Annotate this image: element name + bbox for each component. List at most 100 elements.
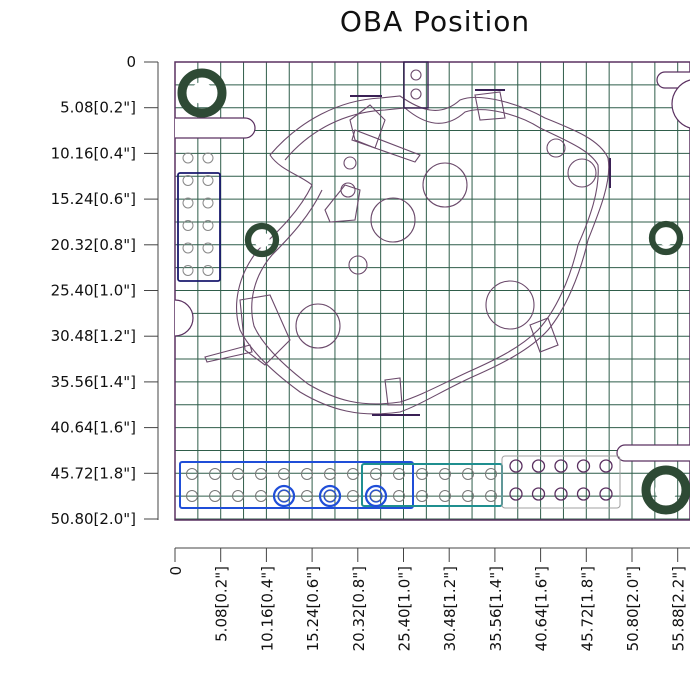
header-pin: [209, 490, 221, 502]
mounting-hole-center: [254, 232, 270, 248]
right-notch: [671, 79, 690, 129]
header-pin: [182, 220, 194, 231]
inner-mechanism-outline: [251, 107, 599, 405]
header-pin: [554, 487, 568, 501]
header-pin: [531, 459, 546, 473]
small-circle-feature: [567, 158, 597, 188]
small-circle-feature: [348, 255, 368, 275]
tab-outline: [384, 377, 403, 406]
y-tick-label: 10.16[0.4"]: [51, 144, 136, 162]
y-tick-label: 45.72[1.8"]: [51, 464, 136, 482]
header-pin: [554, 459, 568, 473]
mounting-hole-center: [191, 82, 213, 104]
small-circle-feature: [340, 182, 356, 198]
x-tick-label: 30.48[1.2"]: [441, 566, 459, 651]
x-tick-label: 50.80[2.0"]: [624, 566, 642, 651]
pin-outline: [204, 344, 253, 363]
mounting-hole-ring: [648, 220, 684, 256]
header-pin: [232, 468, 244, 480]
arm-outline: [351, 129, 421, 163]
clip-outline: [239, 294, 291, 366]
x-tick-label: 40.64[1.6"]: [533, 566, 551, 651]
left-slot-top: [175, 117, 256, 139]
header-pin: [182, 265, 194, 276]
x-tick-label: 35.56[1.4"]: [487, 566, 505, 651]
circle-feature: [295, 303, 341, 349]
x-tick-label: 15.24[0.6"]: [304, 566, 322, 651]
header-pin: [202, 242, 214, 254]
header-pin: [209, 468, 221, 480]
header-pin: [509, 459, 523, 473]
bottom-header-teal: [361, 463, 503, 507]
header-pin: [232, 490, 244, 502]
lever-outline: [349, 104, 386, 149]
board-outline: [174, 61, 690, 521]
tab-outline: [474, 91, 506, 121]
bottom-header-blue: [179, 461, 414, 509]
mounting-holes: [177, 68, 690, 515]
mounting-hole-ring: [177, 68, 227, 118]
x-tick-label: 0: [167, 566, 185, 576]
highlighted-pin: [272, 484, 296, 508]
header-pin: [182, 242, 194, 254]
y-tick-label: 35.56[1.4"]: [51, 373, 136, 391]
header-pin: [576, 487, 591, 501]
header-pin: [462, 468, 474, 480]
y-tick-label: 40.64[1.6"]: [51, 419, 136, 437]
header-pin: [509, 487, 523, 501]
small-circle-feature: [546, 138, 566, 158]
main-mechanism-outline: [236, 95, 610, 415]
board-edge: [174, 61, 690, 521]
header-pin: [576, 459, 591, 473]
x-tick-label: 20.32[0.8"]: [350, 566, 368, 651]
header-pin: [278, 468, 290, 480]
header-pin: [416, 468, 428, 480]
header-pin: [370, 468, 382, 480]
x-tick-label: 55.88[2.2"]: [670, 566, 688, 651]
right-slot-bottom: [616, 444, 690, 462]
y-tick-label: 25.40[1.0"]: [51, 282, 136, 300]
left-notch: [174, 299, 194, 337]
header-pin: [416, 490, 428, 502]
top-connector: [403, 61, 429, 109]
mounting-hole-center: [655, 479, 677, 501]
y-tick-label: 20.32[0.8"]: [51, 236, 136, 254]
header-pin: [531, 487, 546, 501]
highlighted-pin-inner: [323, 489, 337, 503]
header-pin: [324, 468, 336, 480]
y-axis: 0 5.08[0.2"] 10.16[0.4"] 15.24[0.6"] 20.32[0…: [51, 53, 159, 528]
x-tick-label: 45.72[1.8"]: [578, 566, 596, 651]
header-pin: [393, 490, 405, 502]
header-pin: [599, 459, 613, 473]
header-pin: [255, 468, 267, 480]
header-pin: [439, 468, 451, 480]
header-pin: [202, 265, 214, 276]
component-outlines: [204, 61, 611, 416]
header-pin: [301, 468, 313, 480]
mounting-hole-center: [658, 230, 674, 246]
header-pin: [347, 468, 359, 480]
header-pin: [301, 490, 313, 502]
left-header-frame: [177, 172, 221, 282]
x-axis: 0 5.08[0.2"] 10.16[0.4"] 15.24[0.6"] 20.32[0…: [167, 547, 690, 651]
header-pin: [202, 197, 214, 209]
highlighted-pin-inner: [369, 489, 383, 503]
header-pin: [485, 490, 497, 502]
header-pin: [202, 152, 214, 164]
header-pin: [202, 175, 214, 186]
header-pin: [255, 490, 267, 502]
top-connector-pin: [410, 88, 422, 100]
highlighted-pin: [364, 484, 388, 508]
y-tick-label: 30.48[1.2"]: [51, 327, 136, 345]
header-pin: [182, 152, 194, 164]
mounting-hole-ring: [641, 465, 690, 515]
diagram-title: OBA Position: [339, 5, 531, 38]
tab-outline: [529, 317, 559, 353]
header-pin: [182, 175, 194, 186]
circle-feature: [485, 280, 535, 330]
bracket-outline: [324, 184, 361, 223]
top-connector-pin: [410, 69, 422, 81]
header-pin: [393, 468, 405, 480]
header-pin: [599, 487, 613, 501]
